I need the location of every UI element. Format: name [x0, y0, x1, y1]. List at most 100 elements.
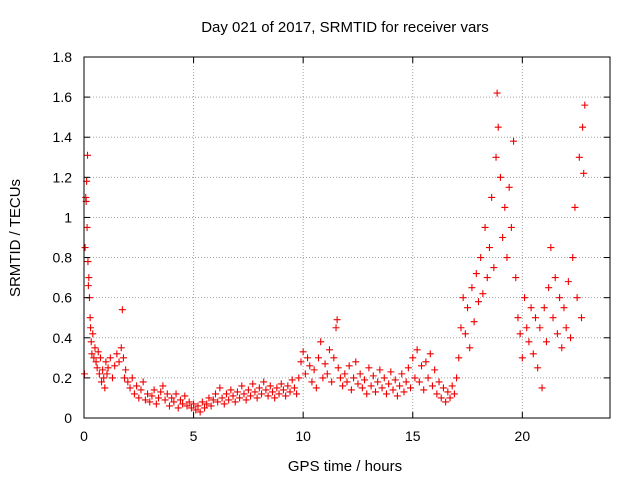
data-point	[512, 274, 520, 282]
data-point	[133, 382, 141, 390]
data-point	[380, 374, 388, 382]
data-point	[124, 378, 132, 386]
data-point	[172, 390, 180, 398]
data-point	[472, 270, 480, 278]
data-point	[345, 362, 353, 370]
data-point	[231, 398, 239, 406]
data-point	[247, 392, 255, 400]
data-point	[475, 298, 482, 306]
data-point	[402, 378, 410, 386]
data-point	[262, 386, 270, 394]
data-point	[251, 388, 259, 396]
data-point	[310, 366, 318, 374]
data-point	[260, 378, 268, 386]
data-point	[492, 153, 500, 161]
x-tick-label: 5	[190, 428, 198, 444]
data-point	[212, 390, 219, 398]
data-point	[439, 384, 447, 392]
data-point	[87, 324, 95, 332]
data-point	[238, 382, 246, 390]
data-point	[455, 354, 463, 362]
data-point	[404, 364, 412, 372]
data-point	[393, 392, 401, 400]
data-point	[428, 382, 436, 390]
data-point	[233, 388, 241, 396]
data-point	[84, 282, 92, 290]
data-point	[284, 382, 292, 390]
y-tick-label: 1.6	[53, 89, 73, 105]
data-point	[343, 378, 351, 386]
data-point	[521, 294, 529, 302]
data-point	[435, 378, 443, 386]
data-point	[354, 380, 362, 388]
data-point	[98, 378, 106, 386]
data-point	[264, 392, 272, 400]
data-point	[176, 396, 184, 404]
data-point	[490, 264, 498, 272]
data-point	[86, 314, 94, 322]
data-point	[115, 358, 123, 366]
data-point	[201, 404, 209, 412]
data-point	[356, 370, 364, 378]
data-point	[358, 384, 366, 392]
data-point	[369, 372, 377, 380]
data-point	[578, 314, 586, 322]
data-point	[85, 274, 93, 282]
data-point	[222, 390, 230, 398]
data-point	[444, 388, 452, 396]
data-point	[525, 338, 533, 346]
data-point	[575, 153, 583, 161]
data-point	[457, 324, 465, 332]
data-point	[84, 258, 92, 266]
y-axis-label: SRMTID / TECUs	[7, 179, 24, 297]
data-point	[315, 354, 323, 362]
data-point	[558, 344, 566, 352]
data-point	[141, 396, 149, 404]
data-point	[493, 89, 501, 97]
data-point	[89, 330, 97, 338]
data-point	[92, 358, 100, 366]
y-tick-label: 1	[64, 209, 72, 225]
data-point	[304, 354, 312, 362]
data-point	[459, 294, 467, 302]
data-point	[181, 392, 189, 400]
data-point	[361, 376, 369, 384]
data-point	[203, 400, 211, 408]
data-point	[411, 374, 419, 382]
plot-frame	[83, 56, 611, 419]
data-point	[288, 376, 296, 384]
data-point	[84, 151, 92, 159]
y-tick-label: 0	[64, 410, 72, 426]
data-point	[374, 378, 382, 386]
data-point	[514, 314, 522, 322]
data-point	[581, 101, 589, 109]
data-point	[328, 378, 336, 386]
data-point	[442, 398, 450, 406]
data-point	[400, 388, 408, 396]
data-points	[80, 89, 589, 416]
y-tick-label: 1.8	[53, 49, 73, 65]
data-point	[168, 394, 176, 402]
data-point	[415, 378, 423, 386]
data-point	[510, 137, 518, 145]
data-point	[433, 390, 441, 398]
data-point	[571, 203, 579, 211]
data-point	[183, 402, 191, 410]
data-point	[483, 274, 491, 282]
data-point	[198, 398, 206, 406]
data-point	[323, 370, 331, 378]
data-point	[81, 244, 89, 252]
data-point	[385, 380, 393, 388]
data-point	[538, 384, 546, 392]
data-point	[139, 378, 147, 386]
data-point	[88, 350, 96, 358]
data-point	[244, 386, 252, 394]
data-point	[551, 274, 559, 282]
data-point	[567, 334, 575, 342]
data-point	[268, 388, 276, 396]
data-point	[516, 330, 524, 338]
data-point	[218, 394, 226, 402]
data-point	[242, 396, 250, 404]
data-point	[527, 304, 535, 312]
data-point	[99, 366, 107, 374]
